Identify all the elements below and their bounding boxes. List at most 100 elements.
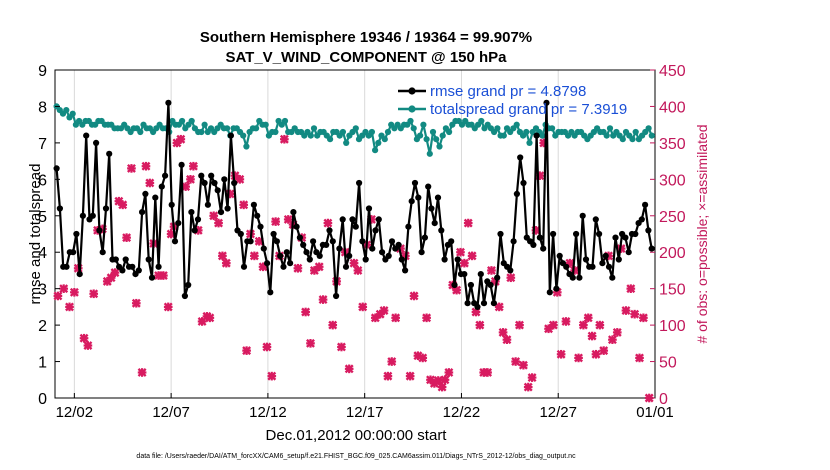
rmse-point — [122, 256, 129, 263]
y-left-tick-label: 5 — [38, 209, 47, 226]
rmse-point — [70, 249, 77, 256]
spread-point — [606, 125, 614, 132]
rmse-point — [250, 201, 257, 208]
spread-point — [343, 139, 350, 146]
spread-point — [420, 121, 427, 128]
spread-point — [240, 132, 247, 139]
obs-assimilated-marker — [456, 247, 465, 257]
spread-point — [494, 125, 501, 132]
rmse-point — [497, 230, 504, 238]
rmse-point — [612, 234, 619, 241]
spread-point — [439, 132, 446, 139]
y-left-tick-label: 1 — [38, 355, 47, 372]
rmse-point — [227, 132, 234, 139]
rmse-point — [333, 292, 340, 300]
obs-assimilated-marker — [635, 353, 644, 363]
rmse-point — [303, 249, 310, 256]
rmse-point — [441, 256, 448, 263]
obs-assimilated-marker — [599, 346, 609, 356]
obs-assimilated-marker — [122, 233, 132, 243]
spread-point — [339, 128, 346, 136]
y-left-tick-label: 2 — [38, 318, 47, 335]
spread-point — [478, 117, 485, 125]
obs-assimilated-marker — [279, 134, 289, 144]
obs-assimilated-marker — [405, 371, 415, 381]
rmse-point — [543, 99, 550, 106]
spread-point — [137, 128, 144, 136]
obs-assimilated-marker — [59, 284, 69, 294]
rmse-point — [599, 260, 606, 267]
rmse-point — [480, 300, 488, 307]
rmse-point — [582, 256, 590, 263]
obs-assimilated-marker — [65, 302, 74, 312]
rmse-point — [425, 183, 432, 190]
rmse-point — [434, 194, 442, 201]
spread-point — [381, 136, 388, 143]
rmse-point — [158, 183, 165, 190]
spread-point — [619, 136, 626, 143]
rmse-point — [346, 252, 353, 259]
rmse-point — [329, 238, 336, 245]
spread-point — [281, 117, 289, 125]
rmse-point — [517, 154, 524, 161]
rmse-point — [112, 256, 119, 263]
legend-spread-marker — [408, 105, 416, 113]
y-right-tick-label: 50 — [659, 355, 677, 372]
obs-assimilated-marker — [205, 313, 215, 323]
rmse-point — [221, 176, 228, 183]
rmse-point — [185, 281, 192, 289]
x-tick-label: 12/12 — [249, 404, 287, 421]
rmse-point — [280, 263, 287, 270]
rmse-point — [139, 209, 146, 216]
obs-assimilated-marker — [437, 382, 447, 392]
rmse-point — [96, 227, 103, 234]
rmse-point — [277, 252, 284, 259]
rmse-point — [622, 234, 629, 241]
rmse-point — [405, 223, 412, 230]
rmse-point — [293, 223, 300, 230]
spread-point — [648, 132, 655, 139]
obs-assimilated-marker — [158, 271, 168, 280]
rmse-point — [316, 252, 323, 259]
rmse-point — [576, 274, 583, 281]
spread-point — [446, 128, 453, 136]
rmse-point — [569, 274, 576, 281]
obs-assimilated-marker — [323, 218, 333, 228]
legend-rmse-marker — [408, 87, 416, 95]
rmse-point — [546, 289, 553, 296]
rmse-series-line — [55, 101, 653, 308]
rmse-point — [592, 216, 599, 223]
spread-point — [433, 136, 440, 143]
rmse-point — [339, 216, 346, 223]
rmse-point — [365, 205, 373, 212]
obs-assimilated-marker — [137, 368, 147, 377]
rmse-point — [162, 172, 169, 179]
obs-assimilated-marker — [574, 353, 583, 363]
rmse-point — [402, 267, 409, 274]
spread-point — [426, 150, 433, 157]
obs-assimilated-marker — [349, 258, 359, 268]
tick-layer: 0 1 2 3 4 5 6 7 8 9 0 50 100 150 200 250 300 350 400 450 12/… — [38, 63, 686, 421]
y-left-tick-label: 4 — [38, 245, 47, 262]
plot-frame — [54, 69, 656, 399]
spread-point — [253, 125, 260, 132]
obs-assimilated-marker — [511, 357, 521, 367]
rmse-point — [579, 212, 586, 219]
y-right-tick-label: 0 — [659, 391, 668, 408]
obs-assimilated-marker — [523, 382, 533, 392]
rmse-point — [336, 245, 343, 252]
rmse-point — [530, 241, 537, 248]
rmse-point — [513, 190, 521, 197]
obs-assimilated-marker — [186, 174, 195, 184]
rmse-point — [264, 260, 271, 267]
spread-point — [423, 136, 430, 143]
legend-rmse-label: rmse grand pr = 4.8798 — [430, 83, 586, 100]
rmse-point — [467, 281, 474, 289]
rmse-point — [349, 216, 356, 223]
obs-assimilated-marker — [110, 268, 120, 278]
spread-point — [69, 110, 76, 117]
obs-assimilated-marker — [506, 273, 516, 283]
rmse-point — [63, 263, 70, 270]
obs-assimilated-marker — [79, 333, 89, 343]
